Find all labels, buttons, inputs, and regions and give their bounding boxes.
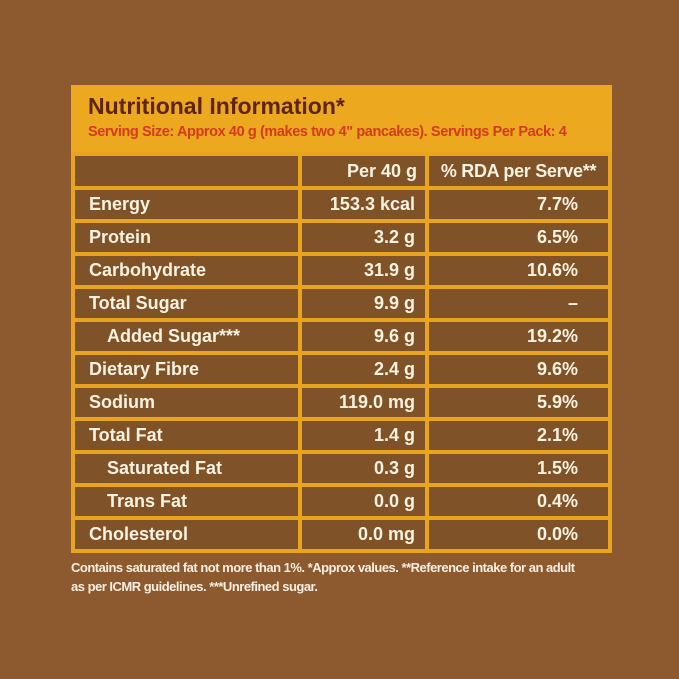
rda-value: 9.6% [429, 355, 608, 384]
nutrient-label: Total Fat [75, 421, 298, 450]
per-40g-value: 1.4 g [302, 421, 425, 450]
rda-value: 1.5% [429, 454, 608, 483]
table-row: Carbohydrate 31.9 g 10.6% [75, 256, 608, 285]
title-band: Nutritional Information* Serving Size: A… [71, 85, 612, 152]
table-row: Total Sugar 9.9 g – [75, 289, 608, 318]
nutrient-label: Energy [75, 190, 298, 219]
nutrition-table: Per 40 g % RDA per Serve** Energy 153.3 … [71, 152, 612, 553]
nutrient-label: Total Sugar [75, 289, 298, 318]
rda-value: 19.2% [429, 322, 608, 351]
header-rda-per-serve: % RDA per Serve** [429, 156, 608, 186]
nutrient-label: Added Sugar*** [75, 322, 298, 351]
rda-value: 7.7% [429, 190, 608, 219]
rda-value: 0.4% [429, 487, 608, 516]
per-40g-value: 0.0 mg [302, 520, 425, 549]
nutrient-label: Dietary Fibre [75, 355, 298, 384]
footnote-line-1: Contains saturated fat not more than 1%.… [71, 560, 575, 575]
nutrient-label: Trans Fat [75, 487, 298, 516]
rda-value: 6.5% [429, 223, 608, 252]
per-40g-value: 9.6 g [302, 322, 425, 351]
header-per-40g: Per 40 g [302, 156, 425, 186]
per-40g-value: 31.9 g [302, 256, 425, 285]
rda-value: 5.9% [429, 388, 608, 417]
table-row: Trans Fat 0.0 g 0.4% [75, 487, 608, 516]
table-row: Added Sugar*** 9.6 g 19.2% [75, 322, 608, 351]
header-nutrient-column [75, 156, 298, 186]
per-40g-value: 0.3 g [302, 454, 425, 483]
table-row: Saturated Fat 0.3 g 1.5% [75, 454, 608, 483]
nutrient-label: Protein [75, 223, 298, 252]
rda-value: 0.0% [429, 520, 608, 549]
per-40g-value: 3.2 g [302, 223, 425, 252]
footnote-line-2: as per ICMR guidelines. ***Unrefined sug… [71, 578, 318, 594]
table-row: Dietary Fibre 2.4 g 9.6% [75, 355, 608, 384]
per-40g-value: 153.3 kcal [302, 190, 425, 219]
nutrient-label: Carbohydrate [75, 256, 298, 285]
nutrient-label: Cholesterol [75, 520, 298, 549]
rda-value: 2.1% [429, 421, 608, 450]
table-row: Sodium 119.0 mg 5.9% [75, 388, 608, 417]
per-40g-value: 9.9 g [302, 289, 425, 318]
table-header-row: Per 40 g % RDA per Serve** [75, 156, 608, 186]
table-row: Energy 153.3 kcal 7.7% [75, 190, 608, 219]
nutrient-label: Sodium [75, 388, 298, 417]
serving-size-info: Serving Size: Approx 40 g (makes two 4" … [88, 124, 567, 141]
table-row: Protein 3.2 g 6.5% [75, 223, 608, 252]
per-40g-value: 2.4 g [302, 355, 425, 384]
nutrient-label: Saturated Fat [75, 454, 298, 483]
panel-title: Nutritional Information* [88, 93, 345, 119]
rda-value: 10.6% [429, 256, 608, 285]
rda-value: – [429, 289, 608, 318]
per-40g-value: 0.0 g [302, 487, 425, 516]
footnote: Contains saturated fat not more than 1%.… [71, 559, 619, 597]
table-row: Cholesterol 0.0 mg 0.0% [75, 520, 608, 549]
per-40g-value: 119.0 mg [302, 388, 425, 417]
nutrition-panel: Nutritional Information* Serving Size: A… [71, 85, 612, 553]
table-row: Total Fat 1.4 g 2.1% [75, 421, 608, 450]
